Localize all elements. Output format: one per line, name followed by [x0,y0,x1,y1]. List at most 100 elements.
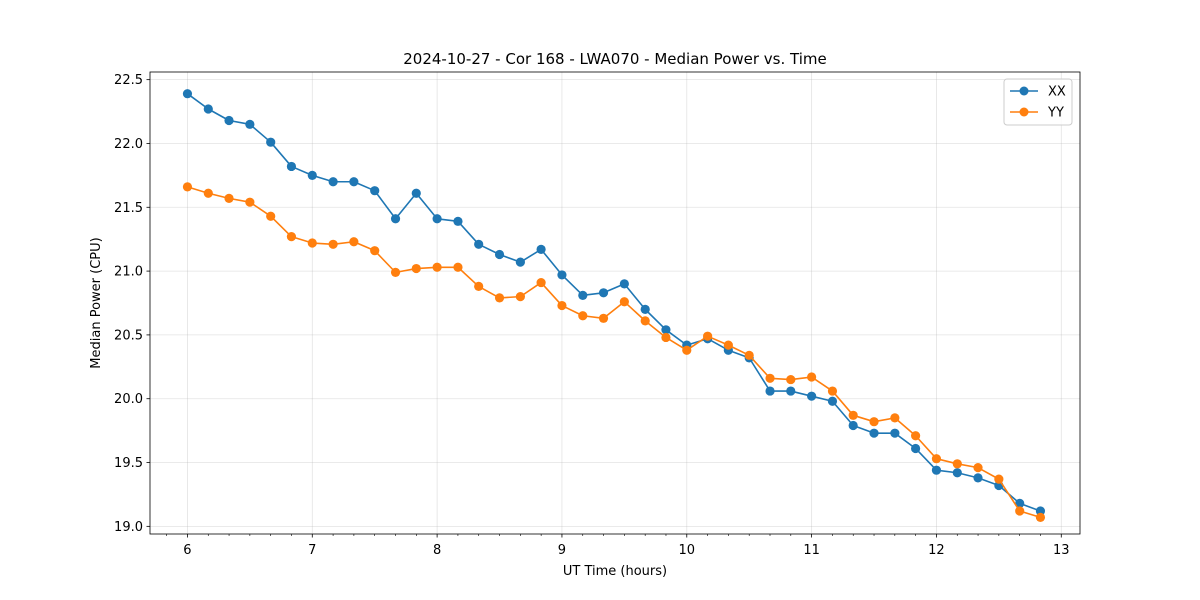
data-point-yy [557,300,567,311]
data-point-yy [682,345,692,355]
x-axis-label: UT Time (hours) [563,564,667,579]
y-axis-label: Median Power (CPU) [89,237,104,368]
legend-label-yy: YY [1047,106,1064,121]
y-tick-label: 21.0 [114,265,143,280]
data-point-yy [890,413,900,423]
data-point-yy [536,277,546,288]
data-point-yy [848,410,858,420]
x-tick-label: 12 [928,543,945,558]
data-point-yy [973,463,983,473]
data-point-xx [557,270,567,280]
data-point-yy [703,331,713,341]
data-point-yy [1015,506,1025,516]
data-point-yy [390,267,401,277]
data-point-yy [869,417,879,427]
x-tick-label: 6 [183,543,191,558]
data-point-xx [890,428,900,438]
data-point-xx [661,325,671,335]
data-point-xx [598,288,609,298]
axis-ticks: 6 7 8 9 10 11 12 13 19.0 19.5 20.0 20.5 21.0 21.5 22.0… [114,73,1070,558]
data-point-xx [640,304,650,314]
data-point-yy [765,373,775,383]
data-point-yy [370,246,380,256]
data-point-yy [911,431,921,441]
data-point-xx [328,177,338,187]
data-point-xx [349,177,359,187]
data-series [182,89,1046,523]
legend: XX YY [1003,78,1073,126]
data-point-xx [827,396,838,406]
data-point-yy [245,197,255,207]
y-tick-label: 22.5 [114,73,143,88]
data-point-xx [286,161,297,172]
data-point-xx [411,188,421,198]
y-tick-label: 20.5 [114,328,143,343]
data-point-yy [931,454,942,464]
data-point-yy [598,313,609,323]
data-point-xx [453,216,463,226]
legend-marker-xx [1019,86,1029,96]
data-point-yy [640,316,650,326]
y-tick-label: 21.5 [114,201,143,216]
x-tick-label: 7 [308,543,316,558]
y-tick-label: 19.0 [114,520,143,535]
data-point-yy [494,293,505,303]
data-point-yy [286,232,297,242]
x-tick-label: 9 [558,543,566,558]
data-point-yy [182,182,193,192]
data-point-xx [786,386,796,396]
data-point-yy [827,386,838,396]
data-point-xx [619,279,629,289]
data-point-xx [474,239,484,249]
data-point-xx [245,119,255,129]
x-tick-label: 13 [1053,543,1070,558]
y-tick-label: 22.0 [114,137,143,152]
y-tick-label: 20.0 [114,392,143,407]
data-point-xx [203,104,213,114]
data-point-xx [869,428,879,438]
chart-title: 2024-10-27 - Cor 168 - LWA070 - Median P… [403,50,827,68]
data-point-xx [1015,498,1025,508]
grid-lines [150,72,1080,534]
data-point-yy [952,459,962,469]
data-point-yy [474,281,484,292]
data-point-xx [952,468,962,478]
data-point-yy [619,297,629,307]
data-point-xx [515,257,525,267]
data-point-yy [349,237,359,247]
data-point-xx [931,465,942,475]
data-point-xx [432,214,442,224]
data-point-yy [578,311,588,321]
data-point-xx [578,290,588,300]
data-point-yy [203,188,213,198]
data-point-yy [661,332,671,343]
data-point-yy [307,238,317,248]
data-point-xx [911,443,921,454]
data-point-xx [1035,506,1046,516]
data-point-yy [786,374,796,385]
data-point-xx [973,473,983,483]
plot-area-frame [149,71,1081,535]
data-point-yy [723,340,733,350]
data-point-yy [807,372,817,382]
data-point-yy [453,262,463,272]
data-point-xx [182,89,193,99]
data-point-xx [765,386,775,396]
data-point-yy [994,474,1004,484]
x-tick-label: 8 [433,543,441,558]
x-tick-label: 10 [679,543,696,558]
data-point-xx [370,186,380,196]
legend-label-xx: XX [1048,85,1066,100]
y-tick-label: 19.5 [114,456,143,471]
data-point-yy [224,193,234,203]
data-point-xx [307,170,317,180]
data-point-yy [515,292,525,302]
data-point-xx [266,137,276,147]
data-point-xx [494,249,505,260]
data-point-yy [744,350,754,360]
data-point-yy [266,211,276,221]
data-point-xx [807,391,817,401]
data-point-yy [328,239,338,249]
